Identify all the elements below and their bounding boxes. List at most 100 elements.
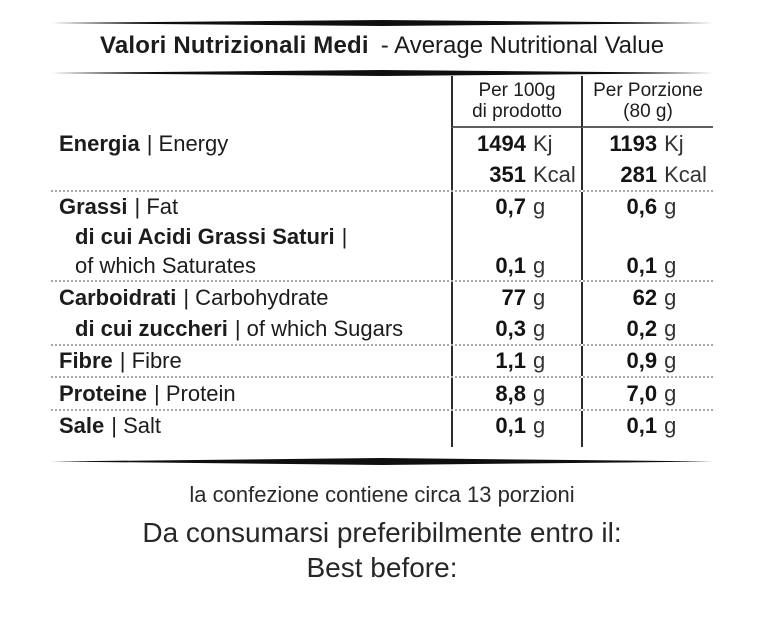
value-per-100g	[451, 222, 581, 251]
nutrient-name-it: di cui Acidi Grassi Saturi	[75, 224, 335, 249]
value-unit: g	[664, 413, 677, 438]
value-per-100g: 8,8 g	[451, 378, 581, 409]
nutrient-label: of which Saturates	[51, 251, 451, 280]
table-row: di cui zuccheri | of which Sugars 0,3 g 0,…	[51, 313, 713, 344]
value-per-100g: 0,1 g	[451, 251, 581, 280]
value-unit: g	[664, 316, 677, 341]
value-number	[591, 222, 657, 251]
title-english: - Average Nutritional Value	[380, 32, 665, 59]
nutrient-label	[51, 159, 451, 190]
value-per-portion	[581, 222, 713, 251]
nutrient-name-en: | Carbohydrate	[183, 285, 329, 310]
value-unit: Kj	[664, 131, 684, 156]
column-header-per-100g: Per 100g di prodotto	[451, 76, 581, 128]
table-row: Grassi | Fat 0,7 g 0,6 g	[51, 192, 713, 222]
value-unit: g	[532, 348, 546, 373]
column-header-per-portion: Per Porzione (80 g)	[581, 76, 713, 128]
header-spacer	[51, 76, 451, 128]
table-row: Energia | Energy 1494 Kj 1193 Kj	[51, 128, 713, 159]
nutrient-name-en: |	[341, 224, 348, 249]
nutrient-label: Grassi | Fat	[51, 192, 451, 222]
value-unit: g	[664, 381, 677, 406]
nutrient-name-it: di cui zuccheri	[75, 316, 228, 341]
nutrient-group-salt: Sale | Salt 0,1 g 0,1 g	[51, 411, 713, 447]
value-unit: g	[532, 253, 546, 278]
value-unit: g	[532, 316, 546, 341]
value-unit: g	[532, 413, 546, 438]
nutrient-name-it: Energia	[59, 131, 140, 156]
table-header-row: Per 100g di prodotto Per Porzione (80 g)	[51, 76, 713, 128]
nutrient-name-en: of which Saturates	[75, 253, 256, 278]
value-number: 351	[489, 162, 526, 187]
value-unit: g	[664, 348, 677, 373]
value-per-100g: 0,7 g	[451, 192, 581, 222]
nutrient-group-fibre: Fibre | Fibre 1,1 g 0,9 g	[51, 346, 713, 378]
value-number: 1,1	[495, 348, 526, 373]
nutrient-name-it: Grassi	[59, 194, 128, 219]
value-per-portion: 0,1 g	[581, 251, 713, 280]
value-number: 281	[620, 162, 658, 187]
value-number: 0,1	[495, 413, 526, 438]
value-unit: g	[664, 253, 677, 278]
table-row: Carboidrati | Carbohydrate 77 g 62 g	[51, 282, 713, 313]
value-number: 62	[632, 285, 658, 310]
value-per-portion: 281 Kcal	[581, 159, 713, 190]
value-number: 0,1	[495, 253, 526, 278]
value-per-100g: 77 g	[451, 282, 581, 313]
value-per-100g: 1494 Kj	[451, 128, 581, 159]
nutrient-name-en: | Fibre	[119, 348, 182, 373]
value-per-100g: 1,1 g	[451, 346, 581, 376]
value-number: 0,1	[626, 253, 658, 278]
table-row: 351 Kcal 281 Kcal	[51, 159, 713, 190]
nutrient-label: Carboidrati | Carbohydrate	[51, 282, 451, 313]
nutrient-name-it: Fibre	[59, 348, 113, 373]
divider-bottom	[51, 458, 713, 465]
value-per-100g: 0,1 g	[451, 411, 581, 447]
best-before-english: Best before:	[306, 552, 458, 583]
value-number: 0,6	[626, 194, 658, 219]
nutrient-label: Proteine | Protein	[51, 378, 451, 409]
page-title: Valori Nutrizionali Medi - Average Nutrit…	[51, 26, 713, 70]
value-per-portion: 0,2 g	[581, 313, 713, 344]
nutrient-label: di cui Acidi Grassi Saturi |	[51, 222, 451, 251]
value-number	[461, 222, 526, 251]
value-number: 1193	[609, 131, 658, 156]
value-per-portion: 0,6 g	[581, 192, 713, 222]
nutrient-label: di cui zuccheri | of which Sugars	[51, 313, 451, 344]
value-number: 7,0	[626, 381, 658, 406]
value-unit: Kj	[532, 131, 553, 156]
nutrient-group-energy: Energia | Energy 1494 Kj 1193 Kj 351 Kcal 28…	[51, 128, 713, 192]
value-per-portion: 0,1 g	[581, 411, 713, 447]
nutrient-name-en: | Energy	[146, 131, 229, 156]
value-number: 0,3	[495, 316, 526, 341]
value-per-portion: 7,0 g	[581, 378, 713, 409]
nutrient-group-carbohydrate: Carboidrati | Carbohydrate 77 g 62 g di cui…	[51, 282, 713, 346]
table-row: di cui Acidi Grassi Saturi |	[51, 222, 713, 251]
value-unit: g	[532, 381, 546, 406]
nutrient-name-it: Carboidrati	[59, 285, 177, 310]
value-unit: g	[664, 285, 677, 310]
nutrient-name-en: | of which Sugars	[234, 316, 404, 341]
value-number: 0,9	[626, 348, 658, 373]
value-unit: Kcal	[664, 162, 707, 187]
nutrient-name-it: Sale	[59, 413, 105, 438]
table-row: Fibre | Fibre 1,1 g 0,9 g	[51, 346, 713, 376]
nutrient-label: Fibre | Fibre	[51, 346, 451, 376]
table-row: Proteine | Protein 8,8 g 7,0 g	[51, 378, 713, 409]
nutrient-group-fat: Grassi | Fat 0,7 g 0,6 g di cui Acidi Grass…	[51, 192, 713, 282]
value-unit: g	[664, 194, 677, 219]
value-number: 0,2	[626, 316, 658, 341]
nutrition-label: Valori Nutrizionali Medi - Average Nutrit…	[51, 20, 713, 584]
nutrient-name-en: | Protein	[154, 381, 236, 406]
value-per-portion: 0,9 g	[581, 346, 713, 376]
value-unit: g	[532, 285, 546, 310]
header-line: Per 100g	[478, 80, 556, 101]
value-unit: Kcal	[532, 162, 576, 187]
value-per-portion: 62 g	[581, 282, 713, 313]
header-line: (80 g)	[623, 101, 673, 122]
value-number: 0,1	[626, 413, 658, 438]
best-before-italian: Da consumarsi preferibilmente entro il:	[142, 517, 622, 548]
table-row: of which Saturates 0,1 g 0,1 g	[51, 251, 713, 280]
header-line: Per Porzione	[593, 80, 703, 101]
nutrient-name-it: Proteine	[59, 381, 148, 406]
